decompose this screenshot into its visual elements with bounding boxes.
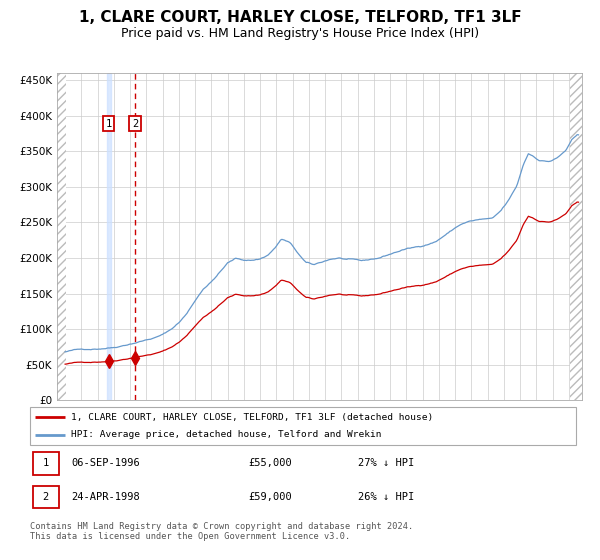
FancyBboxPatch shape bbox=[33, 452, 59, 475]
Bar bbox=[57, 73, 67, 400]
Text: 06-SEP-1996: 06-SEP-1996 bbox=[71, 459, 140, 468]
FancyBboxPatch shape bbox=[33, 486, 59, 508]
Bar bbox=[107, 73, 111, 400]
Text: 1: 1 bbox=[106, 119, 112, 129]
FancyBboxPatch shape bbox=[30, 407, 576, 445]
Bar bbox=[57, 73, 67, 400]
Text: 26% ↓ HPI: 26% ↓ HPI bbox=[358, 492, 414, 502]
Text: Contains HM Land Registry data © Crown copyright and database right 2024.
This d: Contains HM Land Registry data © Crown c… bbox=[30, 522, 413, 542]
Text: £55,000: £55,000 bbox=[248, 459, 292, 468]
Text: 27% ↓ HPI: 27% ↓ HPI bbox=[358, 459, 414, 468]
Text: 1, CLARE COURT, HARLEY CLOSE, TELFORD, TF1 3LF (detached house): 1, CLARE COURT, HARLEY CLOSE, TELFORD, T… bbox=[71, 413, 433, 422]
Text: Price paid vs. HM Land Registry's House Price Index (HPI): Price paid vs. HM Land Registry's House … bbox=[121, 27, 479, 40]
Text: 2: 2 bbox=[132, 119, 139, 129]
Bar bbox=[570, 73, 582, 400]
Text: HPI: Average price, detached house, Telford and Wrekin: HPI: Average price, detached house, Telf… bbox=[71, 431, 382, 440]
Text: 1: 1 bbox=[43, 459, 49, 468]
Text: 2: 2 bbox=[43, 492, 49, 502]
Text: 24-APR-1998: 24-APR-1998 bbox=[71, 492, 140, 502]
Bar bbox=[570, 73, 582, 400]
Text: 1, CLARE COURT, HARLEY CLOSE, TELFORD, TF1 3LF: 1, CLARE COURT, HARLEY CLOSE, TELFORD, T… bbox=[79, 10, 521, 25]
Text: £59,000: £59,000 bbox=[248, 492, 292, 502]
